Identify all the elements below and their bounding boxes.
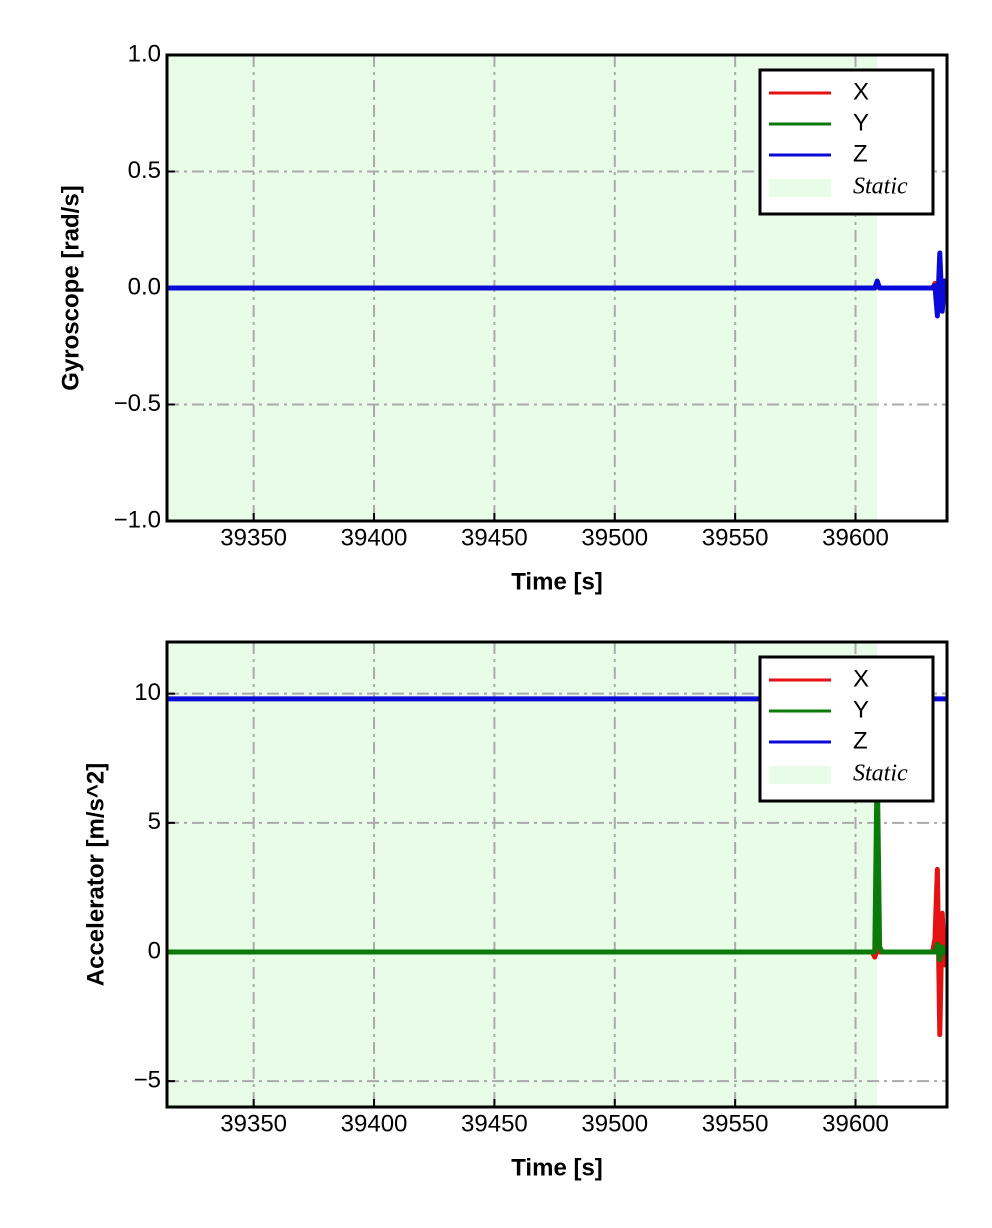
y-tick-label: 10: [134, 679, 161, 706]
y-tick-label: 1.0: [128, 40, 161, 67]
subplot: 39350 39400 39450 39500 39550 39600 −5 0 5 10 Time…: [82, 640, 949, 1181]
x-tick-label: 39550: [702, 524, 769, 551]
legend: XYZ Static: [758, 655, 935, 803]
x-tick-label: 39550: [702, 1110, 769, 1137]
x-tick-label: 39500: [581, 1110, 648, 1137]
y-tick-label: −1.0: [114, 506, 161, 533]
y-tick-label: 5: [148, 808, 161, 835]
legend-label: X: [853, 78, 869, 105]
legend-swatch: [769, 766, 831, 784]
legend-label: Y: [853, 696, 869, 723]
y-tick-label: −0.5: [114, 390, 161, 417]
legend-swatch: [769, 179, 831, 197]
x-tick-label: 39600: [822, 524, 889, 551]
axes-frame: [165, 640, 949, 1109]
y-tick-label: 0: [148, 937, 161, 964]
legend: XYZ Static: [758, 68, 935, 216]
legend-label: Static: [853, 174, 908, 200]
series-line: [167, 755, 947, 963]
legend-label: Z: [853, 727, 868, 754]
y-tick-label: 0.0: [128, 273, 161, 300]
subplot: 39350 39400 39450 39500 39550 39600 −1.0 −0.5 0.…: [57, 40, 949, 595]
legend-label: Static: [853, 761, 908, 787]
y-tick-label: 0.5: [128, 157, 161, 184]
x-tick-label: 39600: [822, 1110, 889, 1137]
x-tick-label: 39450: [461, 524, 528, 551]
y-axis-label: Gyroscope [rad/s]: [57, 185, 84, 390]
x-tick-label: 39350: [220, 1110, 287, 1137]
series-line: [167, 250, 947, 319]
x-axis-label: Time [s]: [511, 568, 603, 595]
legend-label: Y: [853, 109, 869, 136]
x-axis-label: Time [s]: [511, 1154, 603, 1181]
axes-frame: [165, 53, 949, 523]
y-tick-label: −5: [134, 1067, 161, 1094]
x-tick-label: 39350: [220, 524, 287, 551]
x-tick-label: 39400: [341, 524, 408, 551]
x-tick-label: 39450: [461, 1110, 528, 1137]
x-tick-label: 39400: [341, 1110, 408, 1137]
y-axis-label: Accelerator [m/s^2]: [82, 763, 109, 986]
x-tick-label: 39500: [581, 524, 648, 551]
legend-label: Z: [853, 140, 868, 167]
legend-label: X: [853, 665, 869, 692]
